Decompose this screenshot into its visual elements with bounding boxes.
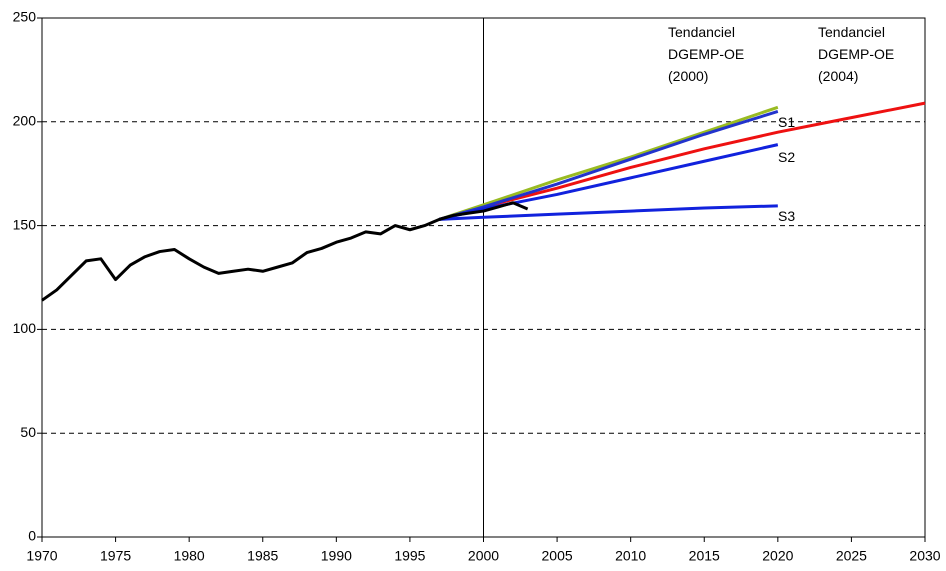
series-line (438, 105, 779, 221)
x-tick-label: 2005 (542, 548, 573, 564)
x-tick-label: 1980 (174, 548, 205, 564)
y-tick-label: 250 (13, 9, 37, 25)
series-line (438, 109, 779, 221)
x-tick-label: 2000 (468, 548, 499, 564)
series-label: Tendanciel DGEMP-OE (2004) (818, 24, 895, 84)
x-tick-label: 2030 (909, 548, 940, 564)
x-tick-label: 1985 (247, 548, 278, 564)
x-tick-label: 2020 (762, 548, 793, 564)
series-line (41, 201, 529, 302)
series-line (439, 204, 778, 221)
y-tick-label: 100 (13, 320, 37, 336)
x-tick-label: 1995 (394, 548, 425, 564)
y-tick-label: 150 (13, 216, 37, 232)
y-tick-label: 200 (13, 113, 37, 129)
x-tick-label: 1990 (321, 548, 352, 564)
series-label: S3 (778, 208, 796, 224)
x-tick-label: 1975 (100, 548, 131, 564)
x-tick-label: 2010 (615, 548, 646, 564)
series-label: S2 (778, 149, 796, 165)
x-tick-label: 2015 (689, 548, 720, 564)
x-tick-label: 1970 (26, 548, 57, 564)
series-label: S1 (778, 114, 796, 130)
y-tick-label: 50 (20, 424, 36, 440)
y-tick-label: 0 (28, 528, 36, 544)
series-label: Tendanciel DGEMP-OE (2000) (668, 24, 745, 84)
x-tick-label: 2025 (836, 548, 867, 564)
